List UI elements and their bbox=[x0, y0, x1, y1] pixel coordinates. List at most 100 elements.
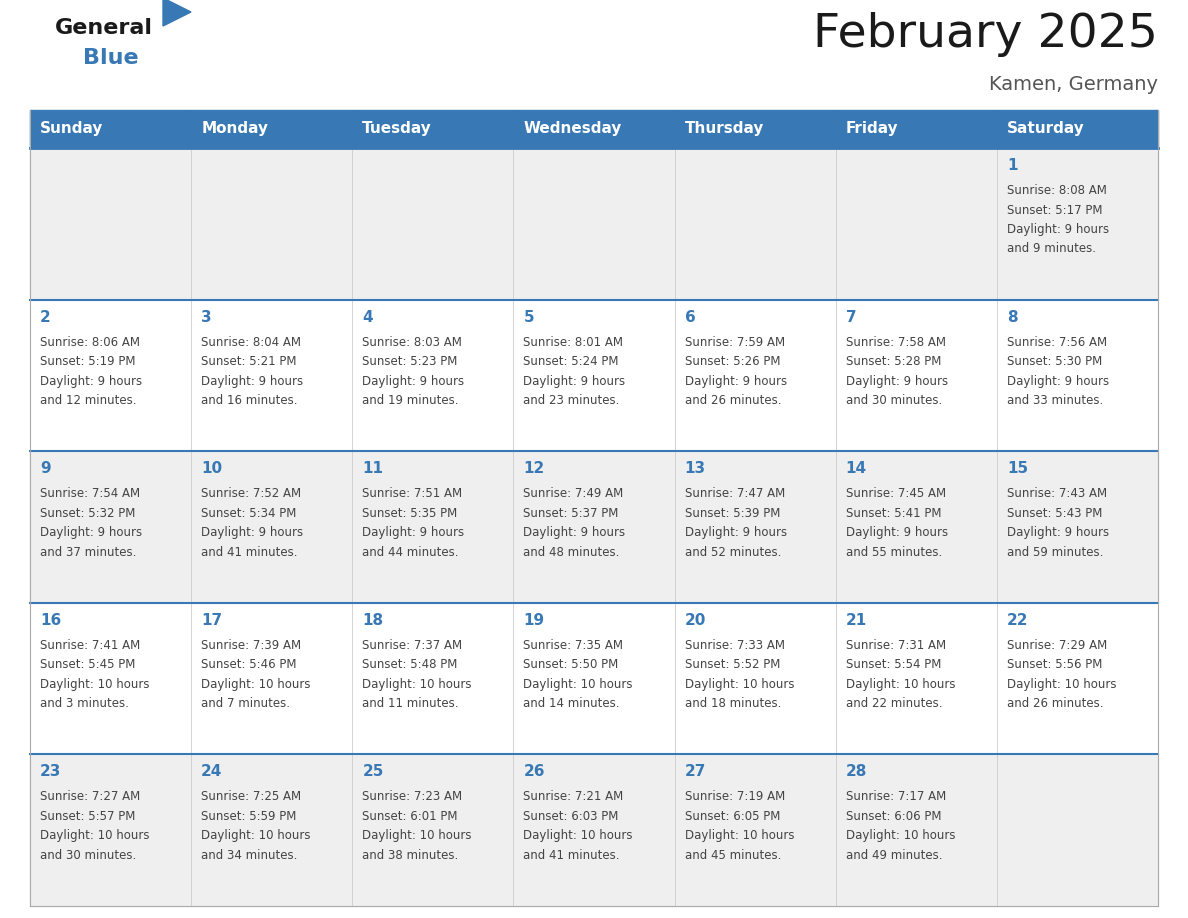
Text: 12: 12 bbox=[524, 461, 544, 476]
Text: 13: 13 bbox=[684, 461, 706, 476]
Bar bbox=[30, 452, 191, 603]
Text: and 18 minutes.: and 18 minutes. bbox=[684, 698, 781, 711]
Bar bbox=[30, 299, 191, 452]
Text: 26: 26 bbox=[524, 765, 545, 779]
Bar bbox=[835, 299, 997, 452]
Text: Sunrise: 7:58 AM: Sunrise: 7:58 AM bbox=[846, 336, 946, 349]
Text: 10: 10 bbox=[201, 461, 222, 476]
Text: 18: 18 bbox=[362, 613, 384, 628]
Text: and 34 minutes.: and 34 minutes. bbox=[201, 849, 297, 862]
Polygon shape bbox=[163, 0, 191, 26]
Text: and 22 minutes.: and 22 minutes. bbox=[846, 698, 942, 711]
Bar bbox=[191, 110, 353, 148]
Text: Sunset: 5:52 PM: Sunset: 5:52 PM bbox=[684, 658, 781, 671]
Text: 14: 14 bbox=[846, 461, 867, 476]
Bar bbox=[675, 148, 835, 299]
Text: Sunrise: 7:37 AM: Sunrise: 7:37 AM bbox=[362, 639, 462, 652]
Bar bbox=[997, 148, 1158, 299]
Text: Sunset: 5:23 PM: Sunset: 5:23 PM bbox=[362, 355, 457, 368]
Bar bbox=[835, 755, 997, 906]
Text: Sunrise: 8:01 AM: Sunrise: 8:01 AM bbox=[524, 336, 624, 349]
Bar bbox=[191, 452, 353, 603]
Text: 9: 9 bbox=[40, 461, 51, 476]
Text: and 41 minutes.: and 41 minutes. bbox=[524, 849, 620, 862]
Text: and 52 minutes.: and 52 minutes. bbox=[684, 545, 781, 559]
Text: Sunrise: 8:06 AM: Sunrise: 8:06 AM bbox=[40, 336, 140, 349]
Bar bbox=[675, 299, 835, 452]
Text: Sunset: 5:17 PM: Sunset: 5:17 PM bbox=[1007, 204, 1102, 217]
Text: Sunset: 5:50 PM: Sunset: 5:50 PM bbox=[524, 658, 619, 671]
Text: 11: 11 bbox=[362, 461, 384, 476]
Text: and 11 minutes.: and 11 minutes. bbox=[362, 698, 459, 711]
Text: and 16 minutes.: and 16 minutes. bbox=[201, 394, 298, 407]
Text: Sunrise: 7:29 AM: Sunrise: 7:29 AM bbox=[1007, 639, 1107, 652]
Text: Daylight: 10 hours: Daylight: 10 hours bbox=[40, 677, 150, 691]
Text: and 30 minutes.: and 30 minutes. bbox=[846, 394, 942, 407]
Text: Daylight: 9 hours: Daylight: 9 hours bbox=[846, 526, 948, 539]
Text: Daylight: 10 hours: Daylight: 10 hours bbox=[684, 677, 794, 691]
Text: 22: 22 bbox=[1007, 613, 1029, 628]
Text: Sunset: 5:54 PM: Sunset: 5:54 PM bbox=[846, 658, 941, 671]
Text: Sunrise: 7:59 AM: Sunrise: 7:59 AM bbox=[684, 336, 785, 349]
Text: Daylight: 9 hours: Daylight: 9 hours bbox=[362, 375, 465, 387]
Text: Daylight: 10 hours: Daylight: 10 hours bbox=[362, 829, 472, 843]
Text: Sunrise: 7:43 AM: Sunrise: 7:43 AM bbox=[1007, 487, 1107, 500]
Text: Sunday: Sunday bbox=[40, 121, 103, 137]
Text: and 44 minutes.: and 44 minutes. bbox=[362, 545, 459, 559]
Text: and 45 minutes.: and 45 minutes. bbox=[684, 849, 781, 862]
Text: Sunrise: 7:51 AM: Sunrise: 7:51 AM bbox=[362, 487, 462, 500]
Text: 25: 25 bbox=[362, 765, 384, 779]
Text: Daylight: 9 hours: Daylight: 9 hours bbox=[684, 375, 786, 387]
Text: Sunset: 5:37 PM: Sunset: 5:37 PM bbox=[524, 507, 619, 520]
Text: Sunrise: 7:25 AM: Sunrise: 7:25 AM bbox=[201, 790, 302, 803]
Text: and 14 minutes.: and 14 minutes. bbox=[524, 698, 620, 711]
Text: 19: 19 bbox=[524, 613, 544, 628]
Bar bbox=[191, 148, 353, 299]
Bar bbox=[353, 148, 513, 299]
Text: Daylight: 10 hours: Daylight: 10 hours bbox=[846, 677, 955, 691]
Text: Thursday: Thursday bbox=[684, 121, 764, 137]
Text: Sunrise: 7:19 AM: Sunrise: 7:19 AM bbox=[684, 790, 785, 803]
Text: Sunset: 5:59 PM: Sunset: 5:59 PM bbox=[201, 810, 297, 823]
Text: Sunrise: 7:27 AM: Sunrise: 7:27 AM bbox=[40, 790, 140, 803]
Text: Daylight: 9 hours: Daylight: 9 hours bbox=[201, 375, 303, 387]
Text: Friday: Friday bbox=[846, 121, 898, 137]
Text: Sunset: 5:21 PM: Sunset: 5:21 PM bbox=[201, 355, 297, 368]
Text: Daylight: 9 hours: Daylight: 9 hours bbox=[40, 375, 143, 387]
Text: Sunrise: 7:49 AM: Sunrise: 7:49 AM bbox=[524, 487, 624, 500]
Bar bbox=[997, 603, 1158, 755]
Text: Daylight: 9 hours: Daylight: 9 hours bbox=[1007, 375, 1108, 387]
Text: General: General bbox=[55, 18, 153, 38]
Text: Sunrise: 7:52 AM: Sunrise: 7:52 AM bbox=[201, 487, 302, 500]
Text: Sunrise: 7:56 AM: Sunrise: 7:56 AM bbox=[1007, 336, 1107, 349]
Text: Sunset: 5:28 PM: Sunset: 5:28 PM bbox=[846, 355, 941, 368]
Bar bbox=[513, 603, 675, 755]
Text: and 12 minutes.: and 12 minutes. bbox=[40, 394, 137, 407]
Text: Sunrise: 7:35 AM: Sunrise: 7:35 AM bbox=[524, 639, 624, 652]
Bar bbox=[353, 603, 513, 755]
Text: 6: 6 bbox=[684, 309, 695, 325]
Text: Daylight: 9 hours: Daylight: 9 hours bbox=[684, 526, 786, 539]
Text: Sunrise: 7:21 AM: Sunrise: 7:21 AM bbox=[524, 790, 624, 803]
Text: February 2025: February 2025 bbox=[813, 12, 1158, 57]
Text: Sunset: 5:48 PM: Sunset: 5:48 PM bbox=[362, 658, 457, 671]
Bar bbox=[30, 110, 191, 148]
Text: Tuesday: Tuesday bbox=[362, 121, 432, 137]
Text: Sunrise: 8:04 AM: Sunrise: 8:04 AM bbox=[201, 336, 301, 349]
Text: 7: 7 bbox=[846, 309, 857, 325]
Text: Daylight: 9 hours: Daylight: 9 hours bbox=[846, 375, 948, 387]
Text: Sunset: 5:45 PM: Sunset: 5:45 PM bbox=[40, 658, 135, 671]
Text: 8: 8 bbox=[1007, 309, 1017, 325]
Bar bbox=[353, 755, 513, 906]
Text: Sunset: 5:19 PM: Sunset: 5:19 PM bbox=[40, 355, 135, 368]
Text: Sunset: 6:01 PM: Sunset: 6:01 PM bbox=[362, 810, 457, 823]
Bar bbox=[191, 603, 353, 755]
Text: Sunset: 5:56 PM: Sunset: 5:56 PM bbox=[1007, 658, 1102, 671]
Text: Daylight: 10 hours: Daylight: 10 hours bbox=[40, 829, 150, 843]
Text: 21: 21 bbox=[846, 613, 867, 628]
Bar bbox=[513, 452, 675, 603]
Bar bbox=[835, 110, 997, 148]
Text: Sunrise: 7:31 AM: Sunrise: 7:31 AM bbox=[846, 639, 946, 652]
Text: Sunset: 5:34 PM: Sunset: 5:34 PM bbox=[201, 507, 297, 520]
Text: Sunset: 6:03 PM: Sunset: 6:03 PM bbox=[524, 810, 619, 823]
